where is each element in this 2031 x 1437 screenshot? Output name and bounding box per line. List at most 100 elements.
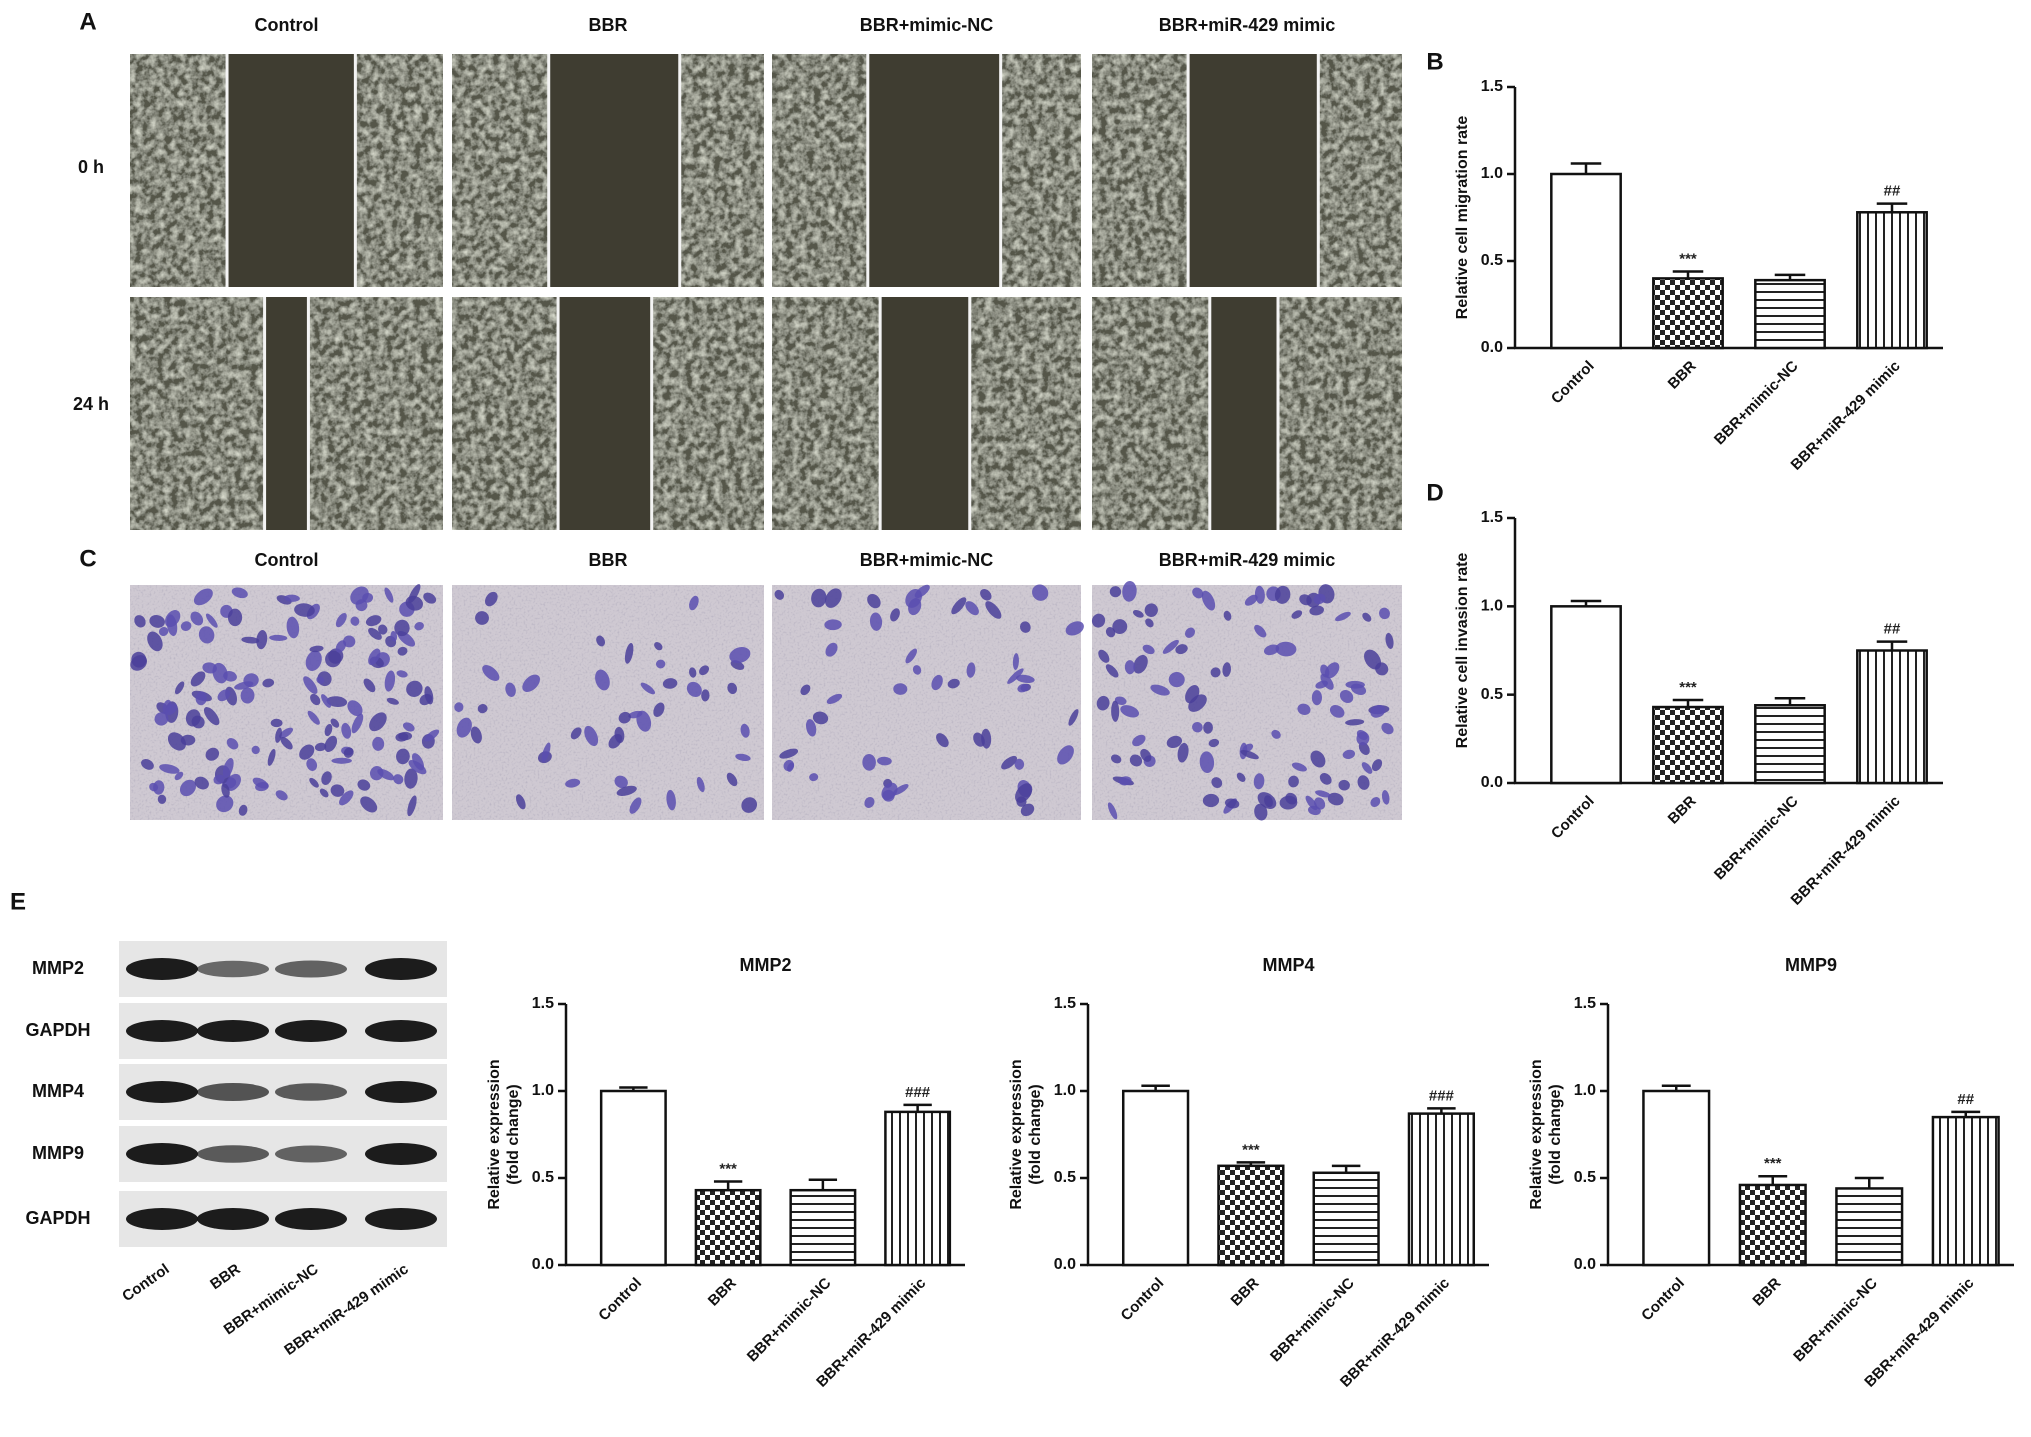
x-tick-label: Control bbox=[1548, 793, 1598, 843]
stained-cell bbox=[1264, 795, 1273, 808]
stained-cell bbox=[1201, 590, 1216, 611]
column-header: BBR+miR-429 mimic bbox=[1159, 550, 1336, 570]
stained-cell bbox=[787, 762, 795, 772]
stained-cell bbox=[1162, 639, 1179, 654]
stained-cell bbox=[811, 588, 827, 608]
blot-band bbox=[365, 958, 437, 980]
stained-cell bbox=[360, 796, 378, 813]
stained-cell bbox=[238, 804, 248, 816]
stained-cell bbox=[1362, 612, 1372, 622]
stained-cell bbox=[628, 710, 643, 719]
stained-cell bbox=[1132, 734, 1146, 747]
stained-cell bbox=[1357, 775, 1370, 790]
stained-cell bbox=[686, 681, 702, 697]
stained-cell bbox=[205, 747, 220, 761]
bar bbox=[1856, 649, 1928, 785]
stained-cell bbox=[1275, 641, 1297, 657]
stained-cell bbox=[908, 598, 922, 616]
stained-cell bbox=[1223, 610, 1232, 621]
stained-cell bbox=[1017, 683, 1029, 693]
significance-label: ### bbox=[905, 1084, 931, 1101]
column-header: BBR bbox=[589, 550, 628, 570]
stained-cell bbox=[689, 595, 699, 611]
stained-cell bbox=[1175, 644, 1188, 655]
bar bbox=[599, 1089, 667, 1267]
bar bbox=[1738, 1183, 1807, 1267]
stained-cell bbox=[343, 747, 354, 758]
stained-cell bbox=[157, 794, 167, 804]
stained-cell bbox=[131, 651, 147, 668]
y-tick-label: 0.5 bbox=[1481, 686, 1503, 703]
x-tick-label: BBR+miR-429 mimic bbox=[1788, 358, 1904, 474]
stained-cell bbox=[1310, 750, 1326, 768]
stained-cell bbox=[1370, 704, 1386, 718]
stained-cell bbox=[286, 616, 300, 639]
stained-cell bbox=[729, 647, 751, 664]
stained-cell bbox=[456, 717, 472, 738]
stained-cell bbox=[213, 774, 225, 785]
y-tick-label: 0.5 bbox=[1481, 252, 1503, 269]
scratch-gap bbox=[880, 297, 970, 530]
blot-row-label: MMP2 bbox=[32, 958, 84, 978]
stained-cell bbox=[741, 797, 758, 813]
column-header: BBR+mimic-NC bbox=[860, 15, 994, 35]
stained-cell bbox=[191, 715, 205, 729]
stained-cell bbox=[1192, 587, 1204, 599]
stained-cell bbox=[222, 757, 234, 778]
stained-cell bbox=[1324, 662, 1340, 679]
stained-cell bbox=[1015, 674, 1035, 684]
stained-cell bbox=[363, 678, 376, 693]
stained-cell bbox=[405, 595, 423, 611]
stained-cell bbox=[1244, 594, 1258, 606]
stained-cell bbox=[394, 619, 410, 637]
stained-cell bbox=[1105, 627, 1116, 638]
blot-band bbox=[365, 1143, 437, 1165]
stained-cell bbox=[1254, 585, 1265, 604]
stained-cell bbox=[309, 777, 319, 788]
error-bar bbox=[808, 1178, 838, 1191]
stained-cell bbox=[905, 648, 917, 664]
stained-cell bbox=[267, 748, 276, 766]
significance-label: ## bbox=[1884, 183, 1901, 200]
x-tick-label: Control bbox=[1548, 358, 1598, 408]
stained-cell bbox=[324, 723, 333, 737]
stained-cell bbox=[226, 738, 239, 750]
stained-cell bbox=[689, 667, 697, 678]
scratch-gap bbox=[1209, 297, 1278, 530]
stained-cell bbox=[190, 611, 204, 626]
stained-cell bbox=[1012, 653, 1019, 670]
stained-cell bbox=[368, 627, 382, 640]
stained-cell bbox=[570, 727, 582, 740]
stained-cell bbox=[1211, 777, 1223, 789]
stained-cell bbox=[330, 784, 345, 797]
stained-cell bbox=[369, 766, 384, 781]
error-bar bbox=[1758, 1175, 1788, 1185]
stained-cell bbox=[1210, 667, 1221, 678]
blot-row-label: MMP4 bbox=[32, 1081, 84, 1101]
stained-cell bbox=[1297, 703, 1311, 715]
x-tick-label: BBR bbox=[1665, 792, 1700, 827]
chart-title: MMP4 bbox=[1262, 955, 1314, 975]
stained-cell bbox=[269, 634, 288, 641]
stained-cell bbox=[1109, 586, 1122, 598]
x-tick-label: Control bbox=[595, 1275, 645, 1325]
stained-cell bbox=[365, 615, 382, 627]
transwell-image bbox=[452, 585, 764, 820]
stained-cell bbox=[1291, 762, 1307, 772]
stained-cell bbox=[166, 614, 178, 637]
stained-cell bbox=[149, 614, 165, 628]
stained-cell bbox=[275, 790, 288, 801]
stained-cell bbox=[1279, 795, 1298, 810]
stained-cell bbox=[335, 612, 347, 628]
stained-cell bbox=[1068, 709, 1079, 726]
stained-cell bbox=[1327, 792, 1344, 806]
significance-label: ## bbox=[1884, 621, 1901, 638]
stained-cell bbox=[390, 631, 398, 642]
stained-cell bbox=[165, 703, 177, 716]
stained-cell bbox=[335, 640, 347, 653]
x-tick-label: BBR+miR-429 mimic bbox=[1861, 1275, 1977, 1391]
stained-cell bbox=[158, 626, 169, 636]
stained-cell bbox=[595, 669, 610, 691]
stained-cell bbox=[398, 731, 413, 741]
stained-cell bbox=[154, 712, 169, 726]
